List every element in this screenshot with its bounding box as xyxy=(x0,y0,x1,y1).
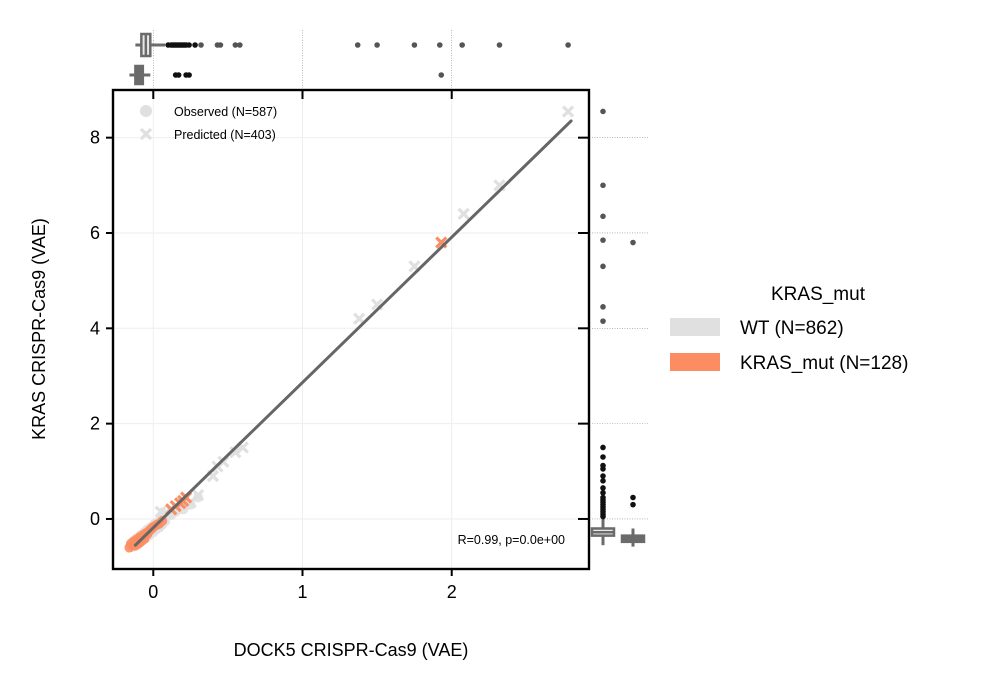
stats-annotation: R=0.99, p=0.0e+00 xyxy=(458,533,565,547)
regression-line xyxy=(133,119,573,547)
box-flier xyxy=(600,478,606,484)
hue-legend-title: KRAS_mut xyxy=(771,284,866,305)
box-flier xyxy=(600,473,606,479)
y-tick-label: 8 xyxy=(90,128,100,148)
box-flier xyxy=(186,72,192,78)
box-flier xyxy=(198,42,204,48)
marker-legend: Observed (N=587) Predicted (N=403) xyxy=(139,105,277,142)
predicted-point xyxy=(191,488,205,502)
plot-frame xyxy=(111,88,591,571)
box-flier xyxy=(600,304,606,310)
box-flier xyxy=(237,42,243,48)
predicted-point xyxy=(229,446,242,459)
box-flier xyxy=(192,42,198,48)
main-gridlines xyxy=(113,90,589,569)
box-flier xyxy=(496,42,503,48)
box-flier xyxy=(600,108,606,115)
hue-legend-kras-label: KRAS_mut (N=128) xyxy=(740,353,908,374)
predicted-point xyxy=(561,105,575,118)
y-tick-label: 2 xyxy=(90,414,100,434)
predicted-point xyxy=(457,207,470,221)
box-flier xyxy=(600,444,606,451)
box-flier xyxy=(354,42,361,48)
box-flier xyxy=(565,42,571,48)
box-flier xyxy=(459,42,465,48)
x-tick-label: 1 xyxy=(297,582,307,602)
hue-legend: KRAS_mut WT (N=862) KRAS_mut (N=128) xyxy=(670,284,908,374)
box-flier xyxy=(600,462,606,469)
box-flier xyxy=(438,72,445,78)
box-flier xyxy=(600,489,606,496)
observed-point xyxy=(193,492,204,503)
box-flier xyxy=(600,454,606,460)
observed-point xyxy=(139,533,150,544)
top-marginal-panel xyxy=(129,30,571,88)
box-flier xyxy=(411,42,418,48)
box-flier xyxy=(630,239,636,246)
observed-point xyxy=(185,499,196,510)
box-flier xyxy=(630,494,636,501)
box-flier xyxy=(374,42,380,48)
y-tick-label: 6 xyxy=(90,223,100,243)
box-flier xyxy=(600,318,606,324)
box-flier xyxy=(600,494,606,501)
legend-predicted-marker xyxy=(139,127,153,141)
box-flier xyxy=(600,263,606,270)
box-flier xyxy=(600,237,606,243)
right-marginal-panel xyxy=(590,108,648,547)
box-flier xyxy=(600,485,606,491)
box-flier xyxy=(186,42,192,48)
hue-legend-wt-swatch xyxy=(670,318,720,336)
box-flier xyxy=(217,42,224,48)
y-tick-label: 4 xyxy=(90,318,100,338)
box-flier xyxy=(600,213,606,220)
x-tick-label: 0 xyxy=(148,582,158,602)
axis-ticks: 0 1 2 0 2 4 6 8 xyxy=(90,90,589,602)
hue-legend-wt-label: WT (N=862) xyxy=(740,318,844,339)
legend-observed-label: Observed (N=587) xyxy=(174,105,277,119)
scatter-points xyxy=(124,105,575,553)
predicted-point xyxy=(217,455,230,468)
box-flier xyxy=(232,42,239,48)
box-flier xyxy=(436,42,443,48)
x-tick-label: 2 xyxy=(447,582,457,602)
box-flier xyxy=(600,182,606,189)
y-axis-label: KRAS CRISPR-Cas9 (VAE) xyxy=(29,218,49,440)
legend-observed-marker xyxy=(140,105,152,117)
x-axis-label: DOCK5 CRISPR-Cas9 (VAE) xyxy=(234,640,469,660)
y-tick-label: 0 xyxy=(90,509,100,529)
box-flier xyxy=(175,72,182,78)
legend-predicted-label: Predicted (N=403) xyxy=(174,128,276,142)
box-flier xyxy=(630,501,636,508)
hue-legend-kras-swatch xyxy=(670,353,720,371)
